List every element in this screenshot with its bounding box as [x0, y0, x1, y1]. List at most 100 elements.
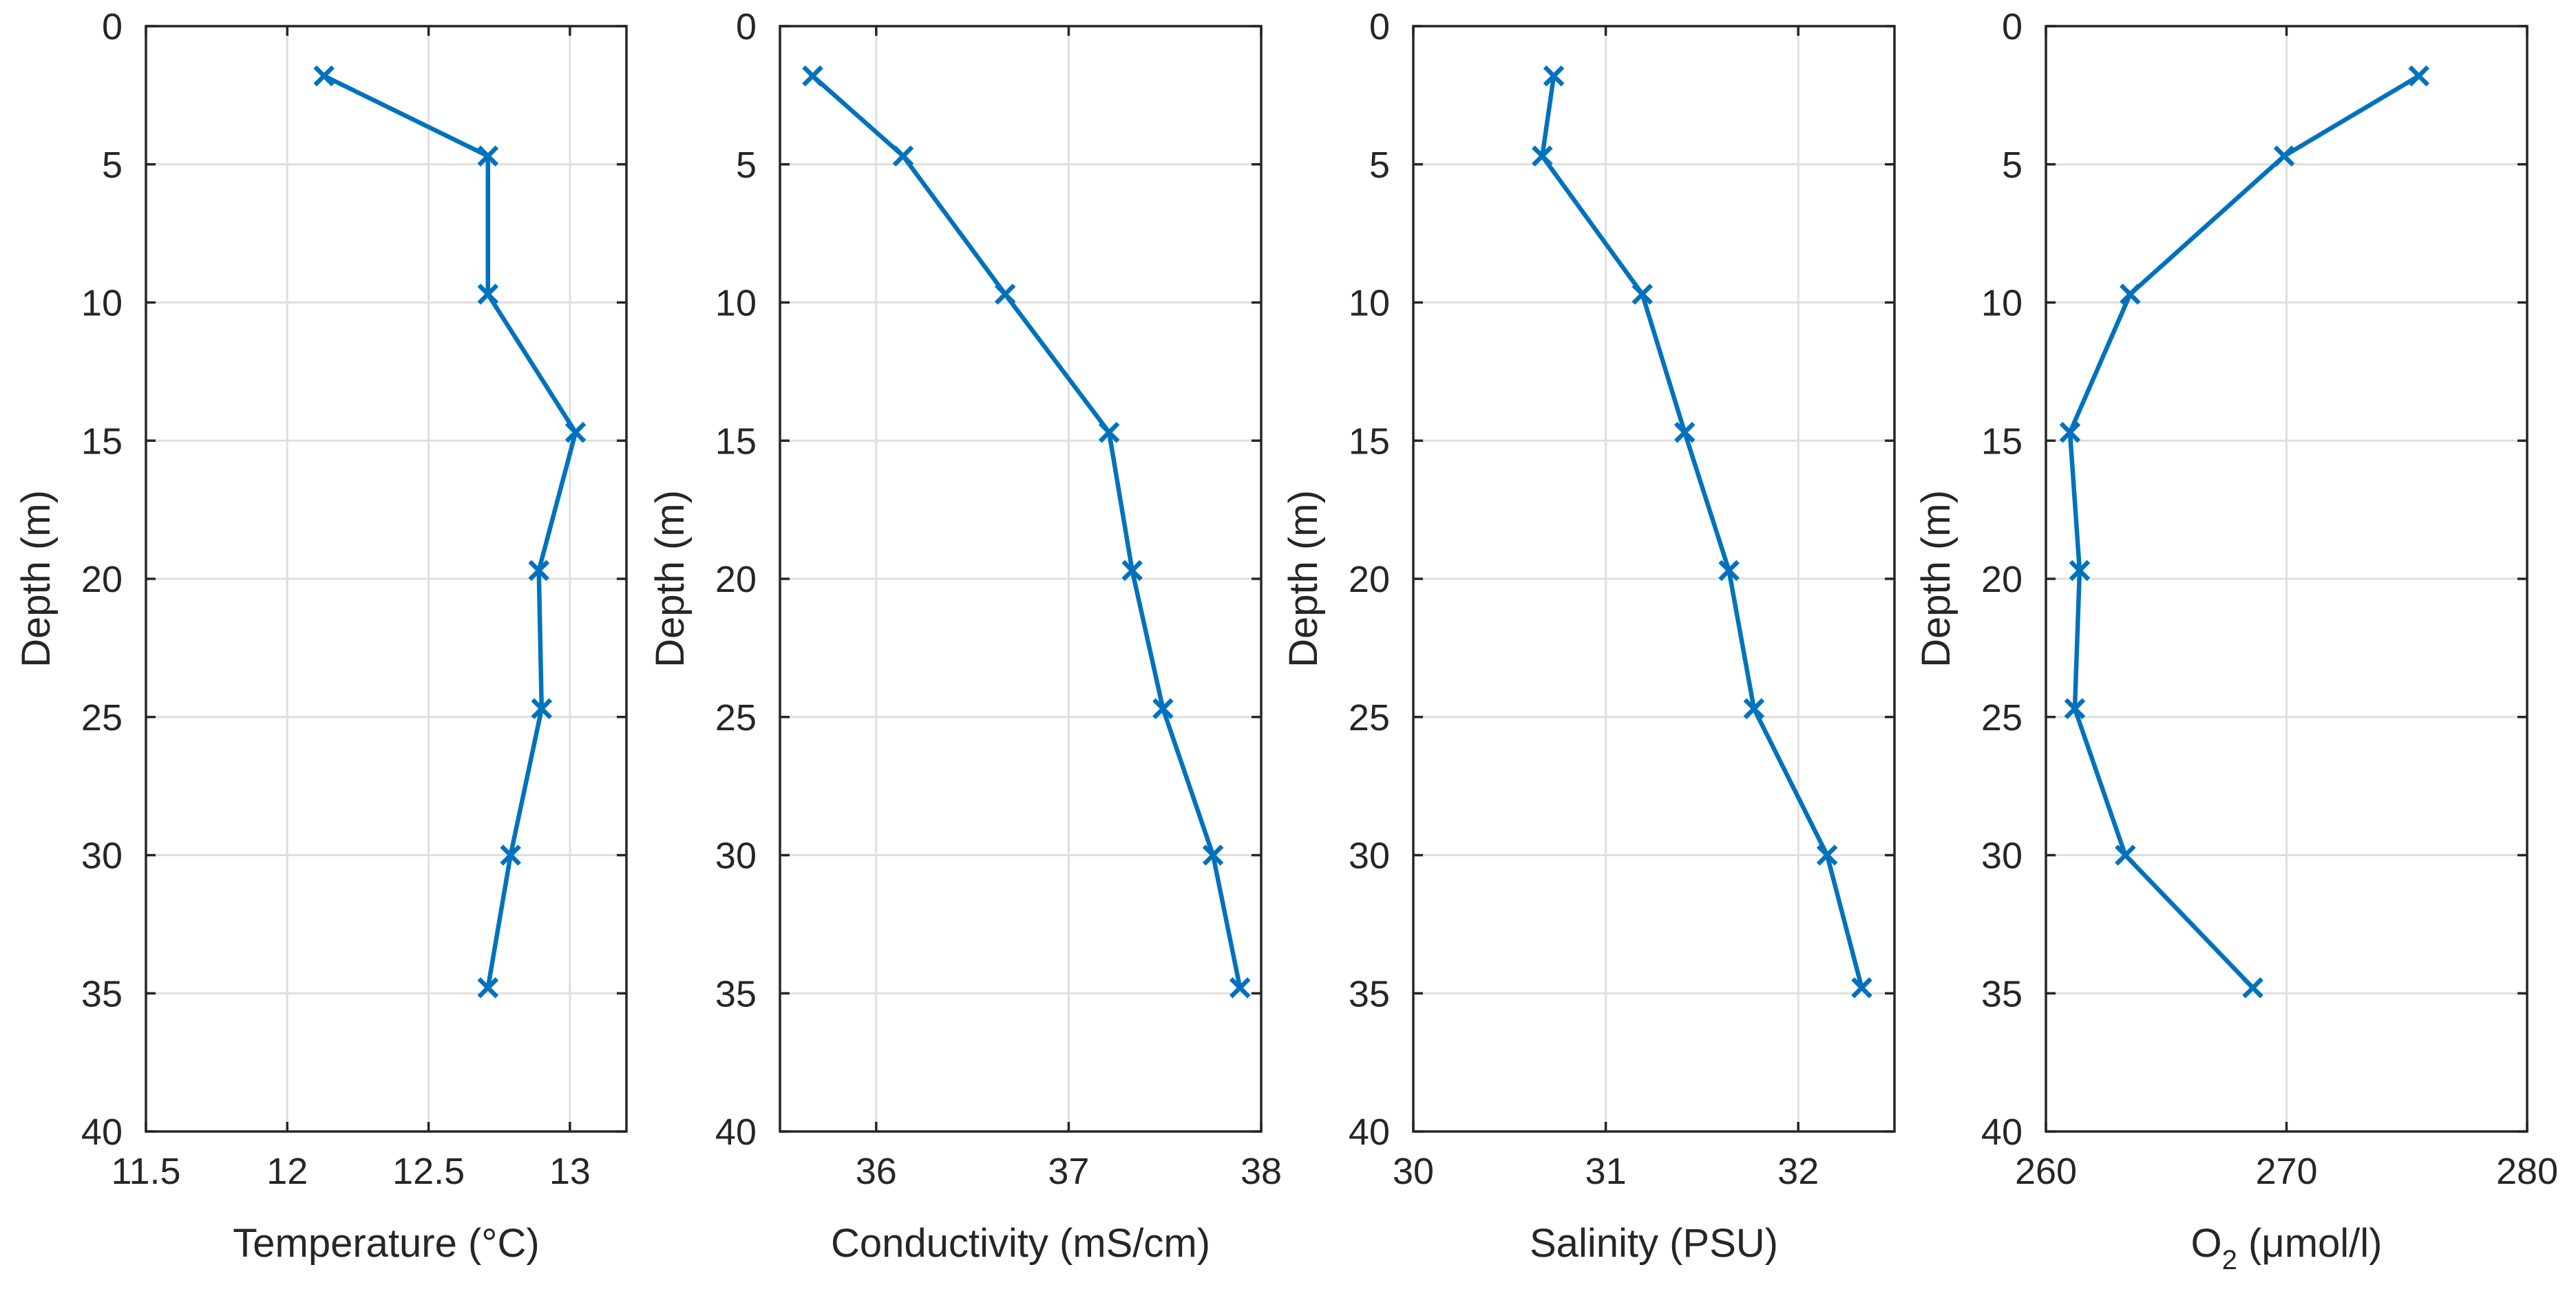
y-tick-label: 15 [715, 421, 757, 462]
data-point-marker [477, 977, 499, 999]
y-tick-label: 15 [81, 421, 123, 462]
data-point-marker [2273, 145, 2295, 167]
y-tick-label: 0 [736, 6, 757, 47]
marker-stroke [1152, 698, 1174, 720]
marker-stroke [1121, 560, 1143, 582]
x-tick-label: 11.5 [111, 1151, 180, 1192]
x-tick-label: 30 [1393, 1151, 1434, 1192]
x-tick-label: 12.5 [392, 1151, 465, 1192]
data-point-marker [1816, 844, 1838, 866]
data-point-marker [1718, 560, 1740, 582]
y-tick-label: 40 [1349, 1112, 1390, 1153]
y-tick-label: 20 [81, 559, 123, 600]
x-axis-label: Temperature (°C) [233, 1221, 539, 1266]
x-tick-label: 31 [1585, 1151, 1627, 1192]
data-point-marker [2120, 284, 2141, 305]
marker-stroke [802, 65, 823, 87]
data-point-marker [500, 844, 521, 866]
data-point-marker [313, 65, 335, 87]
marker-stroke [1202, 844, 1224, 866]
y-tick-label: 30 [81, 836, 123, 877]
marker-stroke [1718, 560, 1740, 582]
x-axis-label: O2 (μmol/l) [2191, 1221, 2383, 1275]
data-point-marker [994, 284, 1016, 305]
x-tick-label: 280 [2496, 1151, 2558, 1192]
y-tick-label: 30 [715, 836, 757, 877]
marker-stroke [1098, 421, 1120, 443]
y-tick-label: 10 [715, 283, 757, 324]
y-tick-label: 35 [1981, 973, 2023, 1014]
x-tick-label: 12 [266, 1151, 308, 1192]
y-tick-label: 15 [1981, 421, 2023, 462]
marker-stroke [1532, 145, 1553, 167]
marker-stroke [477, 284, 499, 305]
x-tick-label: 38 [1241, 1151, 1282, 1192]
y-tick-label: 10 [1349, 283, 1390, 324]
marker-stroke [2273, 145, 2295, 167]
y-tick-label: 35 [715, 973, 757, 1014]
y-tick-label: 15 [1349, 421, 1390, 462]
y-tick-label: 0 [2002, 6, 2023, 47]
marker-stroke [2242, 977, 2263, 999]
data-point-marker [2242, 977, 2263, 999]
y-tick-label: 25 [715, 697, 757, 738]
marker-stroke [2069, 560, 2091, 582]
y-tick-label: 40 [715, 1112, 757, 1153]
series-line-temperature [323, 74, 578, 988]
x-tick-label: 37 [1048, 1151, 1089, 1192]
x-tick-label: 32 [1777, 1151, 1819, 1192]
data-point-marker [1851, 977, 1872, 999]
y-tick-label: 20 [715, 559, 757, 600]
x-axis-label-subscript: 2 [2222, 1245, 2237, 1275]
chart-panel-1: 11.5 12 12.5 13 0 5 10 15 20 25 30 35 40 Depth (m) Tem… [14, 6, 628, 1266]
data-point-marker [1229, 977, 1251, 999]
x-tick-label: 260 [2015, 1151, 2077, 1192]
y-tick-label: 10 [1981, 283, 2023, 324]
marker-stroke [564, 421, 587, 443]
y-tick-label: 5 [102, 145, 123, 186]
y-tick-label: 25 [1349, 697, 1390, 738]
y-axis-label: Depth (m) [14, 490, 59, 668]
y-tick-label: 0 [102, 6, 123, 47]
data-point-marker [1674, 421, 1696, 443]
data-point-marker [477, 284, 499, 305]
marker-stroke [2064, 698, 2086, 720]
data-point-marker [531, 698, 553, 720]
marker-stroke [2408, 65, 2430, 87]
series-line-o2 [2067, 74, 2420, 990]
x-axis-label: Conductivity (mS/cm) [831, 1221, 1210, 1266]
marker-stroke [1632, 284, 1654, 305]
y-tick-label: 5 [1369, 145, 1390, 186]
y-tick-label: 5 [736, 145, 757, 186]
data-point-marker [1543, 65, 1565, 87]
data-point-marker [2069, 560, 2091, 582]
marker-stroke [528, 560, 550, 582]
chart-panel-3: 30 31 32 0 5 10 15 20 25 30 35 40 Depth (m) Salinity … [1281, 6, 1896, 1266]
x-axis-label: Salinity (PSU) [1530, 1221, 1778, 1266]
data-point-marker [477, 145, 499, 167]
data-point-marker [1098, 421, 1120, 443]
y-axis-label: Depth (m) [648, 490, 693, 668]
y-tick-label: 40 [1981, 1112, 2023, 1153]
marker-stroke [1743, 698, 1765, 720]
data-point-marker [1202, 844, 1224, 866]
marker-stroke [500, 844, 521, 866]
marker-stroke [313, 65, 335, 87]
y-tick-label: 30 [1349, 836, 1390, 877]
y-tick-label: 40 [81, 1112, 123, 1153]
marker-stroke [1229, 977, 1251, 999]
y-tick-label: 0 [1369, 6, 1390, 47]
chart-panel-2: 36 37 38 0 5 10 15 20 25 30 35 40 Depth (m) Conductiv… [648, 6, 1282, 1266]
y-tick-label: 5 [2002, 145, 2023, 186]
data-point-marker [2064, 698, 2086, 720]
y-tick-label: 20 [1981, 559, 2023, 600]
y-axis-label: Depth (m) [1281, 490, 1326, 668]
y-tick-label: 10 [81, 283, 123, 324]
y-tick-label: 30 [1981, 836, 2023, 877]
x-tick-label: 270 [2255, 1151, 2317, 1192]
y-tick-label: 20 [1349, 559, 1390, 600]
marker-stroke [1851, 977, 1872, 999]
data-point-marker [1743, 698, 1765, 720]
data-point-marker [528, 560, 550, 582]
